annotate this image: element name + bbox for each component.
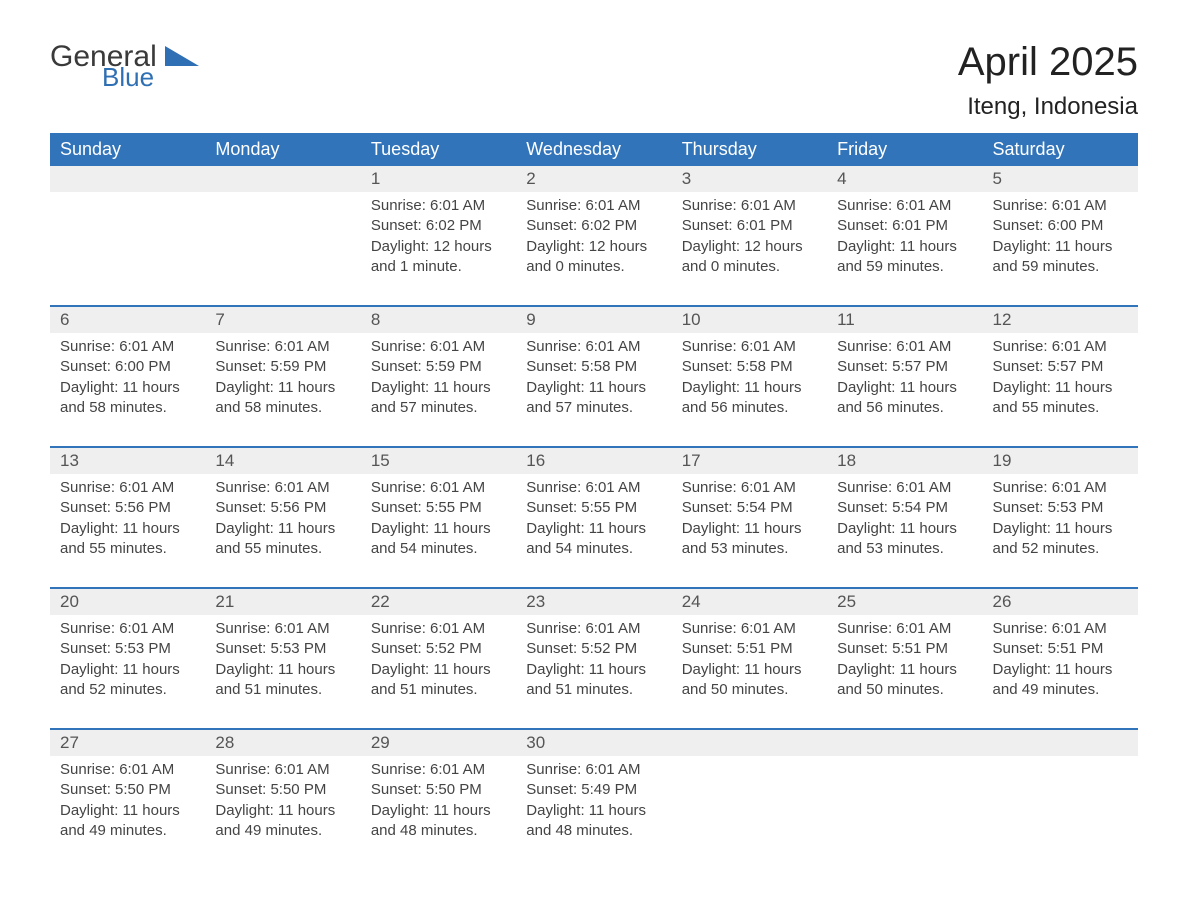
day-number: 28 [205, 729, 360, 756]
day-detail: Sunrise: 6:01 AMSunset: 5:59 PMDaylight:… [361, 333, 516, 447]
day-detail: Sunrise: 6:01 AMSunset: 5:57 PMDaylight:… [983, 333, 1138, 447]
day-number: 20 [50, 588, 205, 615]
detail-row: Sunrise: 6:01 AMSunset: 5:53 PMDaylight:… [50, 615, 1138, 729]
calendar-table: Sunday Monday Tuesday Wednesday Thursday… [50, 133, 1138, 866]
day-detail: Sunrise: 6:01 AMSunset: 5:54 PMDaylight:… [672, 474, 827, 588]
day-number: 25 [827, 588, 982, 615]
day-number: 6 [50, 306, 205, 333]
day-number: 3 [672, 166, 827, 192]
weekday-header: Thursday [672, 133, 827, 166]
day-detail: Sunrise: 6:01 AMSunset: 5:54 PMDaylight:… [827, 474, 982, 588]
detail-row: Sunrise: 6:01 AMSunset: 6:00 PMDaylight:… [50, 333, 1138, 447]
weekday-header-row: Sunday Monday Tuesday Wednesday Thursday… [50, 133, 1138, 166]
day-detail: Sunrise: 6:01 AMSunset: 6:02 PMDaylight:… [516, 192, 671, 306]
day-detail: Sunrise: 6:01 AMSunset: 5:50 PMDaylight:… [361, 756, 516, 866]
weekday-header: Tuesday [361, 133, 516, 166]
day-number: 9 [516, 306, 671, 333]
day-detail: Sunrise: 6:01 AMSunset: 5:55 PMDaylight:… [516, 474, 671, 588]
detail-row: Sunrise: 6:01 AMSunset: 5:56 PMDaylight:… [50, 474, 1138, 588]
weekday-header: Saturday [983, 133, 1138, 166]
weekday-header: Monday [205, 133, 360, 166]
day-detail: Sunrise: 6:01 AMSunset: 6:00 PMDaylight:… [983, 192, 1138, 306]
logo-text-blue: Blue [102, 64, 199, 90]
day-detail: Sunrise: 6:01 AMSunset: 5:50 PMDaylight:… [50, 756, 205, 866]
day-number [50, 166, 205, 192]
day-number: 17 [672, 447, 827, 474]
location-label: Iteng, Indonesia [958, 93, 1138, 121]
day-number: 11 [827, 306, 982, 333]
day-detail: Sunrise: 6:01 AMSunset: 5:51 PMDaylight:… [827, 615, 982, 729]
day-number: 22 [361, 588, 516, 615]
day-number: 8 [361, 306, 516, 333]
day-number [983, 729, 1138, 756]
day-detail: Sunrise: 6:01 AMSunset: 6:01 PMDaylight:… [827, 192, 982, 306]
detail-row: Sunrise: 6:01 AMSunset: 6:02 PMDaylight:… [50, 192, 1138, 306]
day-detail: Sunrise: 6:01 AMSunset: 5:52 PMDaylight:… [361, 615, 516, 729]
day-number: 30 [516, 729, 671, 756]
day-number: 14 [205, 447, 360, 474]
day-number [827, 729, 982, 756]
day-number: 10 [672, 306, 827, 333]
daynum-row: 6789101112 [50, 306, 1138, 333]
day-detail [50, 192, 205, 306]
day-detail: Sunrise: 6:01 AMSunset: 5:51 PMDaylight:… [983, 615, 1138, 729]
daynum-row: 20212223242526 [50, 588, 1138, 615]
day-detail [672, 756, 827, 866]
day-number: 1 [361, 166, 516, 192]
day-number: 16 [516, 447, 671, 474]
day-detail [827, 756, 982, 866]
day-number: 13 [50, 447, 205, 474]
day-detail: Sunrise: 6:01 AMSunset: 5:58 PMDaylight:… [672, 333, 827, 447]
day-detail: Sunrise: 6:01 AMSunset: 5:53 PMDaylight:… [205, 615, 360, 729]
day-number: 26 [983, 588, 1138, 615]
day-number [205, 166, 360, 192]
day-detail: Sunrise: 6:01 AMSunset: 5:55 PMDaylight:… [361, 474, 516, 588]
day-detail [983, 756, 1138, 866]
weekday-header: Sunday [50, 133, 205, 166]
day-detail: Sunrise: 6:01 AMSunset: 5:58 PMDaylight:… [516, 333, 671, 447]
day-number: 24 [672, 588, 827, 615]
day-number: 15 [361, 447, 516, 474]
day-number: 19 [983, 447, 1138, 474]
day-detail [205, 192, 360, 306]
day-detail: Sunrise: 6:01 AMSunset: 5:52 PMDaylight:… [516, 615, 671, 729]
day-detail: Sunrise: 6:01 AMSunset: 5:56 PMDaylight:… [205, 474, 360, 588]
weekday-header: Friday [827, 133, 982, 166]
day-number: 12 [983, 306, 1138, 333]
day-detail: Sunrise: 6:01 AMSunset: 5:56 PMDaylight:… [50, 474, 205, 588]
day-detail: Sunrise: 6:01 AMSunset: 6:01 PMDaylight:… [672, 192, 827, 306]
day-number: 23 [516, 588, 671, 615]
weekday-header: Wednesday [516, 133, 671, 166]
detail-row: Sunrise: 6:01 AMSunset: 5:50 PMDaylight:… [50, 756, 1138, 866]
daynum-row: 12345 [50, 166, 1138, 192]
day-detail: Sunrise: 6:01 AMSunset: 5:51 PMDaylight:… [672, 615, 827, 729]
page-header: General Blue April 2025 Iteng, Indonesia [50, 40, 1138, 121]
day-detail: Sunrise: 6:01 AMSunset: 6:02 PMDaylight:… [361, 192, 516, 306]
day-number: 4 [827, 166, 982, 192]
day-number: 7 [205, 306, 360, 333]
day-number: 29 [361, 729, 516, 756]
day-detail: Sunrise: 6:01 AMSunset: 5:49 PMDaylight:… [516, 756, 671, 866]
day-detail: Sunrise: 6:01 AMSunset: 5:53 PMDaylight:… [983, 474, 1138, 588]
day-detail: Sunrise: 6:01 AMSunset: 5:59 PMDaylight:… [205, 333, 360, 447]
day-detail: Sunrise: 6:01 AMSunset: 5:57 PMDaylight:… [827, 333, 982, 447]
day-number: 18 [827, 447, 982, 474]
daynum-row: 27282930 [50, 729, 1138, 756]
logo: General Blue [50, 40, 199, 90]
day-number: 27 [50, 729, 205, 756]
day-detail: Sunrise: 6:01 AMSunset: 5:53 PMDaylight:… [50, 615, 205, 729]
day-detail: Sunrise: 6:01 AMSunset: 6:00 PMDaylight:… [50, 333, 205, 447]
day-number: 2 [516, 166, 671, 192]
month-title: April 2025 [958, 40, 1138, 85]
day-number: 5 [983, 166, 1138, 192]
daynum-row: 13141516171819 [50, 447, 1138, 474]
day-number: 21 [205, 588, 360, 615]
day-number [672, 729, 827, 756]
day-detail: Sunrise: 6:01 AMSunset: 5:50 PMDaylight:… [205, 756, 360, 866]
